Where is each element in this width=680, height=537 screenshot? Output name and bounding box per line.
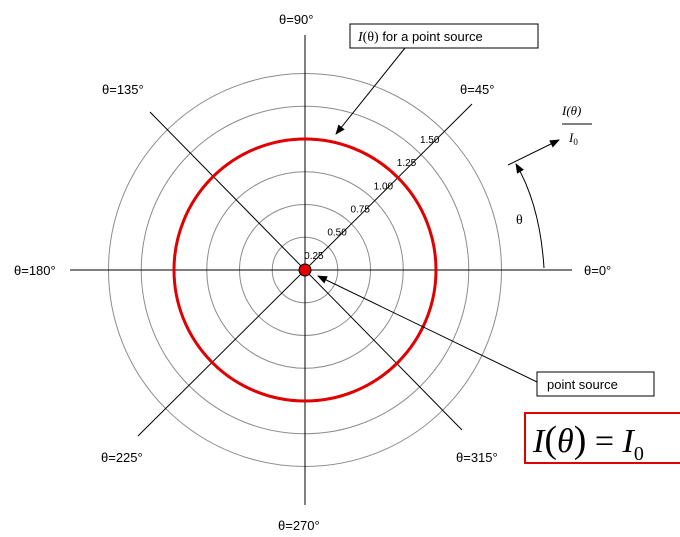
polar-axes — [70, 35, 572, 505]
ring-value-label: 0.25 — [304, 251, 324, 262]
ring-value-label: 1.50 — [420, 135, 440, 146]
ratio-denominator: I0 — [568, 130, 578, 147]
theta-angle-indicator: θ — [515, 163, 545, 269]
callout-intensity-curve: I(θ) for a point source — [335, 23, 539, 135]
callout-bottom-box — [536, 371, 655, 397]
angle-label-180: θ=180° — [14, 263, 56, 278]
radial-axis-ratio: I(θ) I0 — [507, 103, 592, 166]
equation-box — [524, 412, 680, 464]
theta-arc-arrow — [515, 163, 545, 269]
angle-label-135: θ=135° — [102, 82, 144, 97]
equation-text: I(θ) = I0 — [532, 419, 644, 465]
ratio-numerator: I(θ) — [561, 103, 581, 118]
ring-value-label: 0.75 — [350, 205, 370, 216]
ring-value-label: 1.00 — [374, 181, 394, 192]
angle-label-315: θ=315° — [456, 450, 498, 465]
callout-bottom-arrow — [317, 275, 538, 383]
ring-value-labels: 0.25 0.50 0.75 1.00 1.25 1.50 — [304, 135, 440, 262]
callout-top-text: I(θ) for a point source — [357, 29, 483, 45]
equation: I(θ) = I0 — [524, 412, 680, 465]
intensity-curve — [172, 137, 438, 403]
ring-value-label: 1.25 — [397, 158, 417, 169]
callout-point-source: point source — [317, 275, 655, 397]
callout-top-box — [349, 23, 539, 49]
angle-labels: θ=0° θ=45° θ=90° θ=135° θ=180° θ=225° θ=… — [14, 12, 611, 533]
angle-label-225: θ=225° — [101, 450, 143, 465]
angle-label-90: θ=90° — [279, 12, 313, 27]
angle-label-270: θ=270° — [278, 518, 320, 533]
callout-top-arrow — [335, 47, 406, 135]
ring-value-label: 0.50 — [327, 228, 347, 239]
callout-bottom-text: point source — [547, 377, 618, 392]
radial-direction-arrow — [507, 139, 560, 166]
angle-label-0: θ=0° — [584, 263, 611, 278]
theta-symbol: θ — [516, 213, 523, 228]
point-source-dot — [298, 263, 312, 277]
angle-label-45: θ=45° — [460, 82, 494, 97]
